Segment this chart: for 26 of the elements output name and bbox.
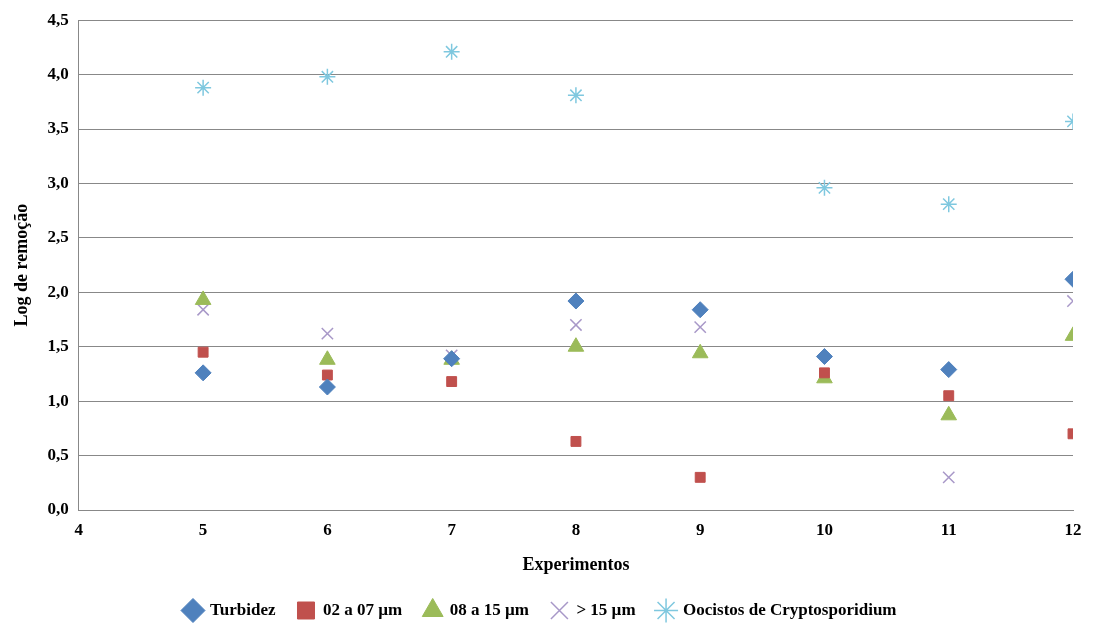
legend-label: Turbidez (209, 599, 276, 619)
x-tick-label: 6 (323, 519, 332, 539)
x-tick-label: 10 (815, 519, 833, 539)
x-tick-label: 11 (940, 519, 957, 539)
x-axis-title: Experimentos (522, 553, 630, 574)
y-tick-label: 4,5 (47, 9, 69, 29)
legend-label: 02 a 07 µm (323, 599, 403, 619)
y-axis-title: Log de remoção (11, 203, 32, 327)
y-tick-label: 0,0 (47, 499, 69, 519)
x-tick-label: 8 (571, 519, 581, 539)
x-tick-label: 9 (695, 519, 705, 539)
x-tick-label: 7 (447, 519, 457, 539)
x-tick-label: 12 (1064, 519, 1082, 539)
y-tick-label: 3,0 (47, 172, 69, 192)
x-tick-label: 4 (74, 519, 84, 539)
legend-label: 08 a 15 µm (449, 599, 529, 619)
y-tick-label: 4,0 (47, 64, 69, 84)
y-tick-label: 2,5 (47, 227, 69, 247)
y-tick-label: 3,5 (47, 118, 69, 138)
y-tick-label: 1,5 (47, 336, 69, 356)
x-tick-label: 5 (198, 519, 208, 539)
y-tick-label: 0,5 (47, 444, 69, 464)
y-tick-label: 2,0 (47, 281, 69, 301)
y-tick-label: 1,0 (47, 390, 69, 410)
legend-label: > 15 µm (576, 599, 636, 619)
legend-label: Oocistos de Cryptosporidium (683, 599, 897, 619)
